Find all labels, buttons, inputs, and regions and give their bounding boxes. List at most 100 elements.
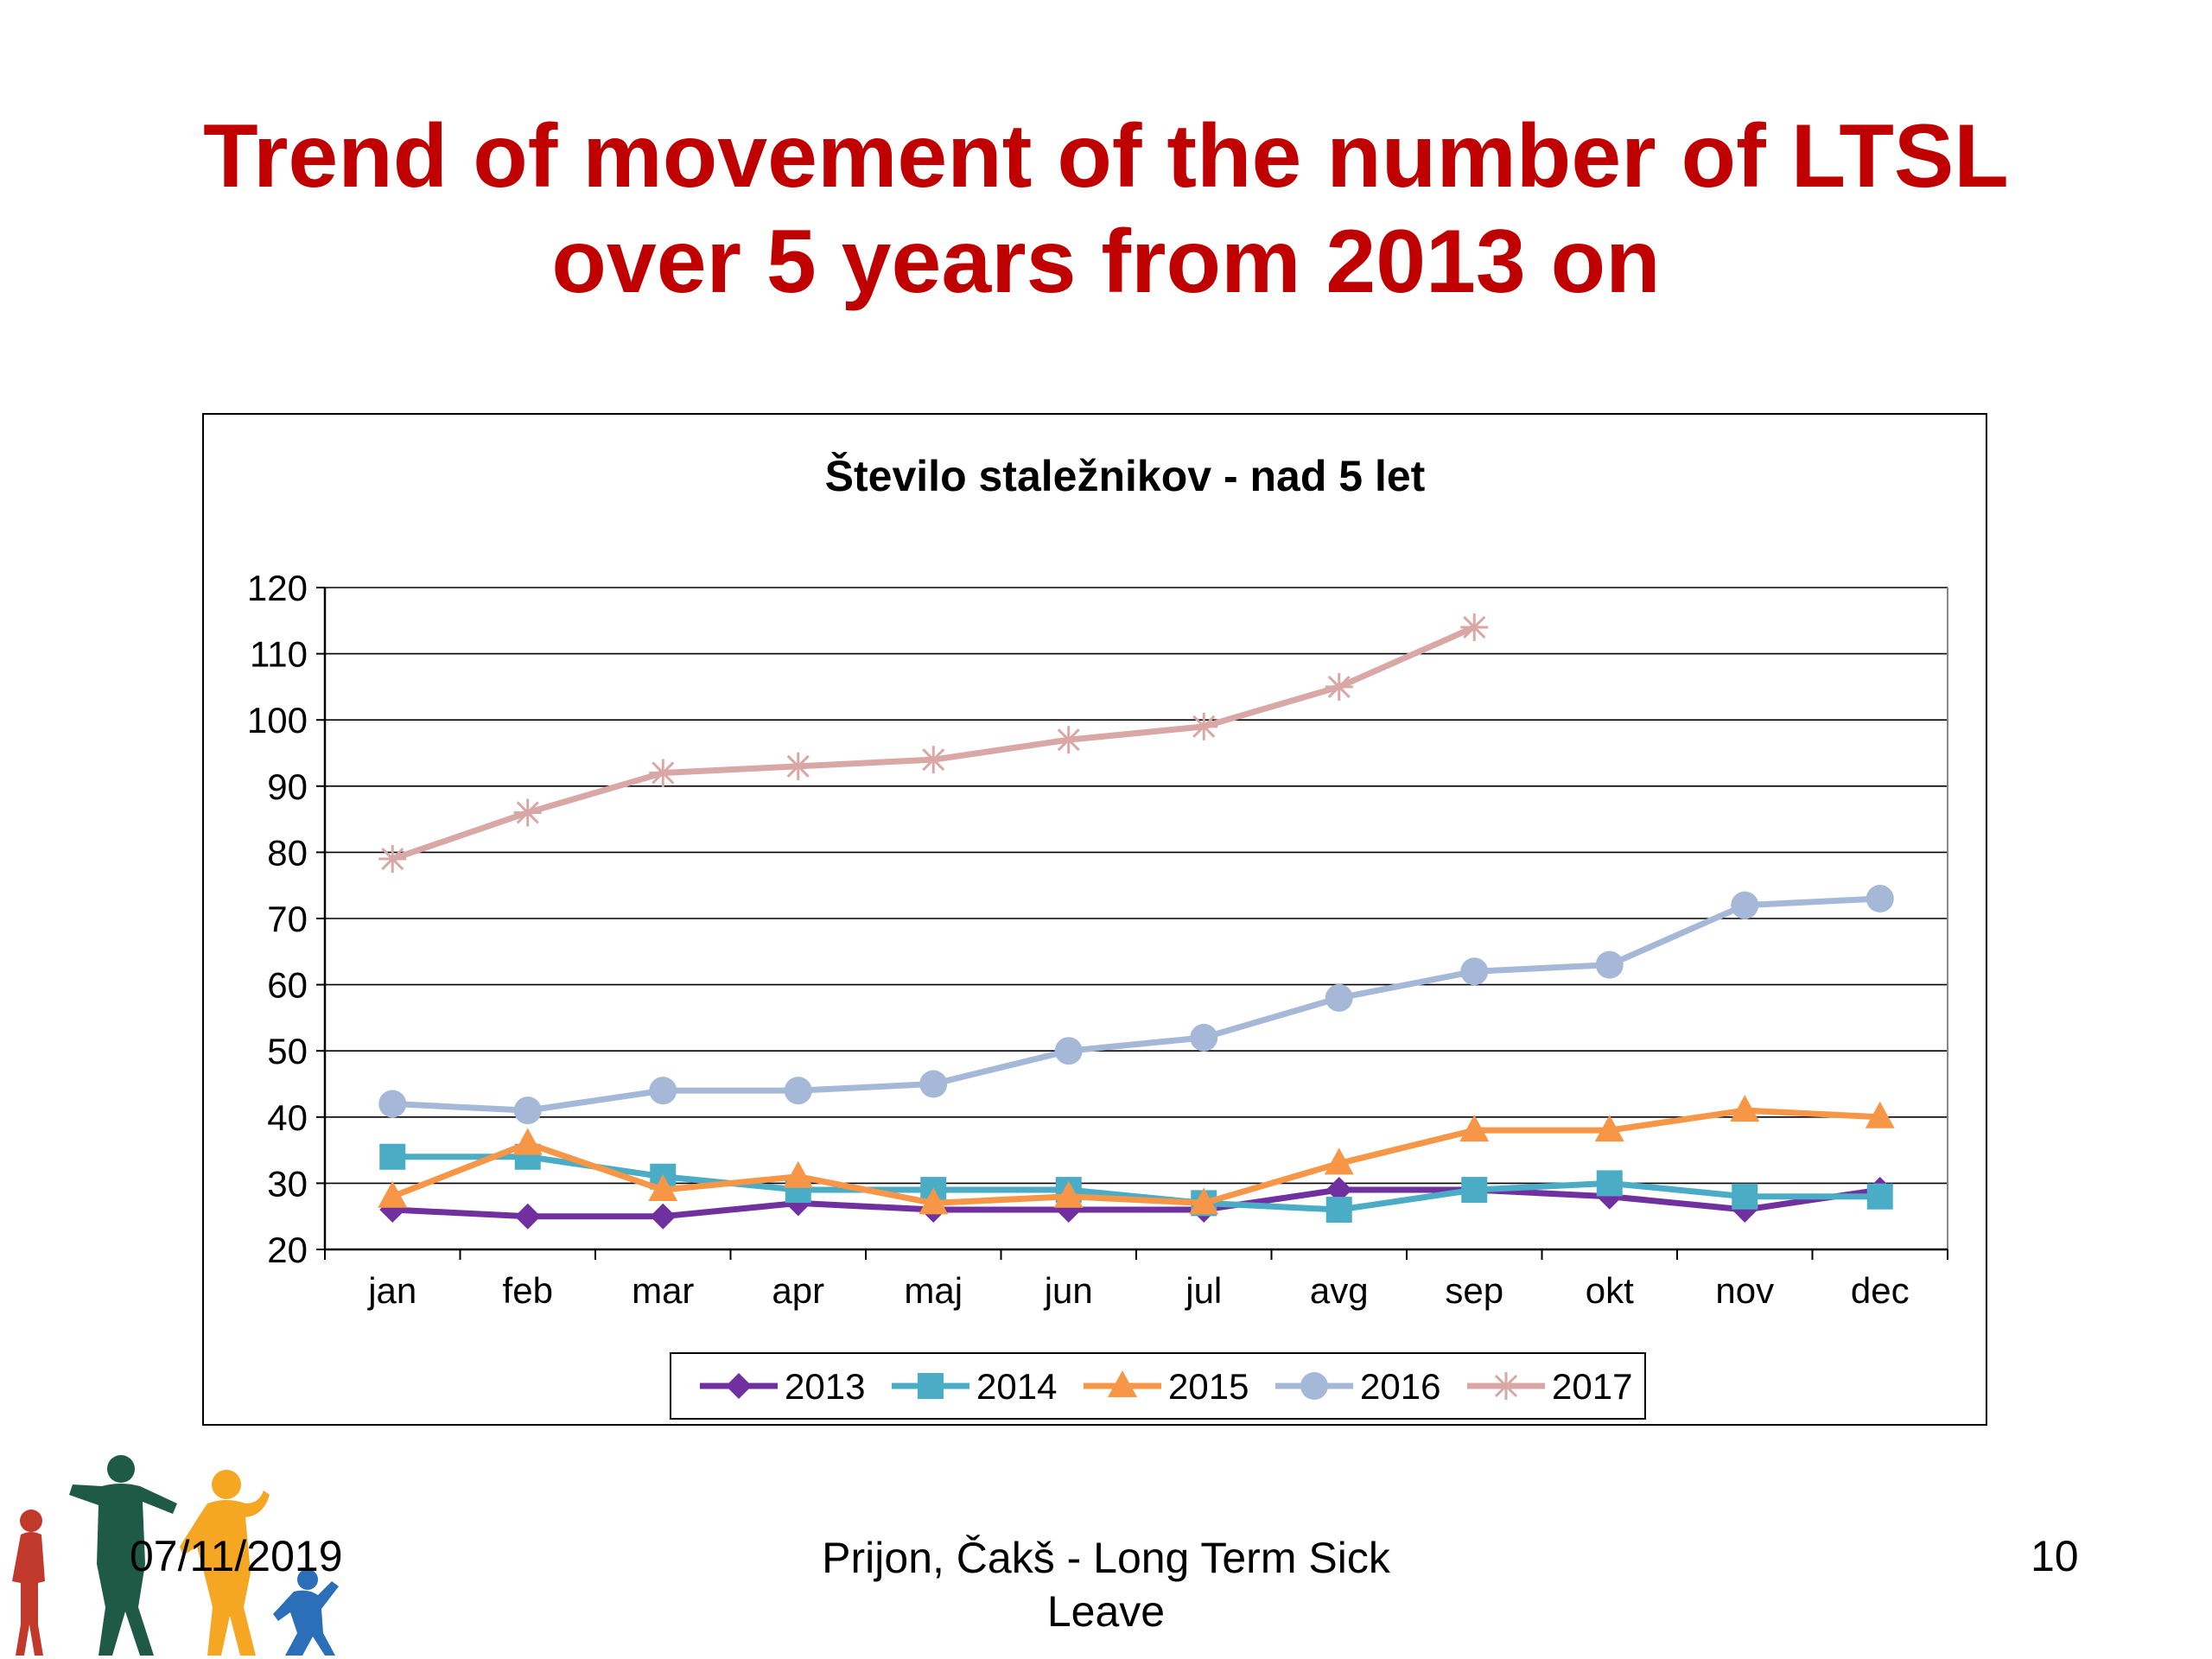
- y-tick-label: 40: [267, 1097, 308, 1138]
- data-point: [1866, 1183, 1893, 1210]
- y-tick-label: 50: [267, 1031, 308, 1071]
- x-tick-label: okt: [1586, 1270, 1634, 1311]
- data-point: [1460, 957, 1489, 986]
- data-point: [1731, 891, 1759, 919]
- data-point: [918, 1187, 949, 1215]
- data-point: [514, 1203, 541, 1230]
- data-point: [1327, 675, 1351, 698]
- x-tick-label: sep: [1445, 1270, 1503, 1311]
- data-point: [1595, 950, 1624, 979]
- data-point: [1057, 728, 1080, 752]
- slide-title-line-2: over 5 years from 2013 on: [551, 212, 1661, 312]
- x-tick-label: maj: [904, 1270, 963, 1311]
- data-point: [1325, 1177, 1352, 1204]
- blue-figure-icon: [273, 1569, 339, 1656]
- x-tick-label: jun: [1043, 1270, 1093, 1311]
- data-point: [919, 1070, 948, 1098]
- red-figure-icon: [12, 1510, 45, 1656]
- series-line: [391, 1107, 1880, 1206]
- x-tick-label: mar: [632, 1270, 694, 1311]
- x-tick-label: feb: [503, 1270, 553, 1311]
- data-point: [648, 1174, 678, 1202]
- x-tick-label: jan: [366, 1270, 416, 1311]
- series-2013: [379, 1177, 1893, 1230]
- data-point: [1865, 1101, 1895, 1128]
- data-point: [1300, 1372, 1328, 1400]
- data-point: [1325, 1197, 1352, 1224]
- data-point: [786, 754, 810, 778]
- footer-author-title: Prijon, Čakš - Long Term Sick Leave: [822, 1534, 1390, 1636]
- y-tick-label: 60: [267, 965, 308, 1006]
- data-point: [726, 1373, 752, 1399]
- data-point: [1494, 1374, 1518, 1398]
- series-2016: [378, 885, 1894, 1125]
- slide-title: Trend of movement of the number of LTSL …: [0, 104, 2212, 315]
- legend-item-2013: 2013: [700, 1366, 865, 1407]
- data-point: [379, 1143, 406, 1170]
- x-tick-label: avg: [1310, 1270, 1369, 1311]
- legend-item-2014: 2014: [892, 1366, 1057, 1407]
- data-point: [381, 847, 404, 871]
- legend-item-2016: 2016: [1275, 1366, 1440, 1407]
- y-tick-label: 80: [267, 832, 308, 873]
- series-line: [392, 1154, 1880, 1213]
- data-point: [513, 1096, 542, 1125]
- data-point: [1459, 1115, 1490, 1142]
- data-point: [1192, 715, 1216, 738]
- yellow-figure-icon: [180, 1470, 270, 1656]
- data-point: [1054, 1037, 1083, 1065]
- legend-label: 2017: [1552, 1366, 1632, 1407]
- legend-label: 2015: [1168, 1366, 1249, 1407]
- y-tick-label: 90: [267, 766, 308, 807]
- data-point: [922, 748, 945, 772]
- data-point: [1866, 885, 1894, 913]
- data-point: [918, 1373, 944, 1399]
- data-point: [1732, 1183, 1758, 1210]
- data-point: [1594, 1115, 1624, 1142]
- legend-label: 2014: [976, 1366, 1057, 1407]
- legend-label: 2013: [785, 1366, 865, 1407]
- green-figure-icon: [69, 1455, 177, 1656]
- data-point: [783, 1160, 813, 1188]
- x-tick-label: apr: [772, 1270, 824, 1311]
- data-point: [650, 1203, 677, 1230]
- data-point: [784, 1077, 812, 1105]
- data-point: [1053, 1180, 1084, 1208]
- y-tick-label: 20: [267, 1230, 308, 1270]
- data-point: [1596, 1170, 1623, 1197]
- y-tick-label: 30: [267, 1163, 308, 1204]
- y-tick-label: 100: [247, 700, 308, 741]
- data-point: [1189, 1187, 1219, 1215]
- data-point: [378, 1180, 408, 1208]
- legend-item-2017: 2017: [1467, 1366, 1632, 1407]
- chart-title: Število staležnikov - nad 5 let: [825, 451, 1426, 500]
- legend-item-2015: 2015: [1084, 1366, 1249, 1407]
- data-point: [649, 1077, 677, 1105]
- data-point: [1190, 1023, 1218, 1052]
- x-tick-label: dec: [1851, 1270, 1910, 1311]
- series-2017: [378, 613, 1489, 874]
- data-point: [1463, 615, 1486, 639]
- footer-page-number: 10: [2031, 1532, 2079, 1580]
- data-point: [1730, 1095, 1760, 1122]
- x-tick-label: nov: [1715, 1270, 1774, 1311]
- data-point: [1461, 1177, 1488, 1204]
- series-line: [392, 895, 1880, 1114]
- legend-label: 2016: [1360, 1366, 1440, 1407]
- y-tick-label: 110: [250, 634, 308, 675]
- y-tick-label: 120: [247, 568, 308, 608]
- data-point: [1108, 1370, 1137, 1397]
- series-2015: [378, 1095, 1895, 1215]
- slide-title-line-1: Trend of movement of the number of LTSL: [203, 106, 2009, 207]
- footer-date: 07/11/2019: [130, 1532, 343, 1580]
- y-tick-label: 70: [267, 899, 308, 939]
- data-point: [512, 1128, 543, 1155]
- data-point: [1325, 983, 1353, 1012]
- data-point: [516, 801, 539, 824]
- data-point: [1324, 1147, 1354, 1175]
- chart-frame: Število staležnikov - nad 5 let 20 30 40 50 6…: [202, 413, 1987, 1426]
- data-point: [652, 761, 675, 785]
- people-silhouettes-logo: [12, 1455, 339, 1656]
- x-tick-label: jul: [1184, 1270, 1222, 1311]
- series-line: [391, 624, 1476, 862]
